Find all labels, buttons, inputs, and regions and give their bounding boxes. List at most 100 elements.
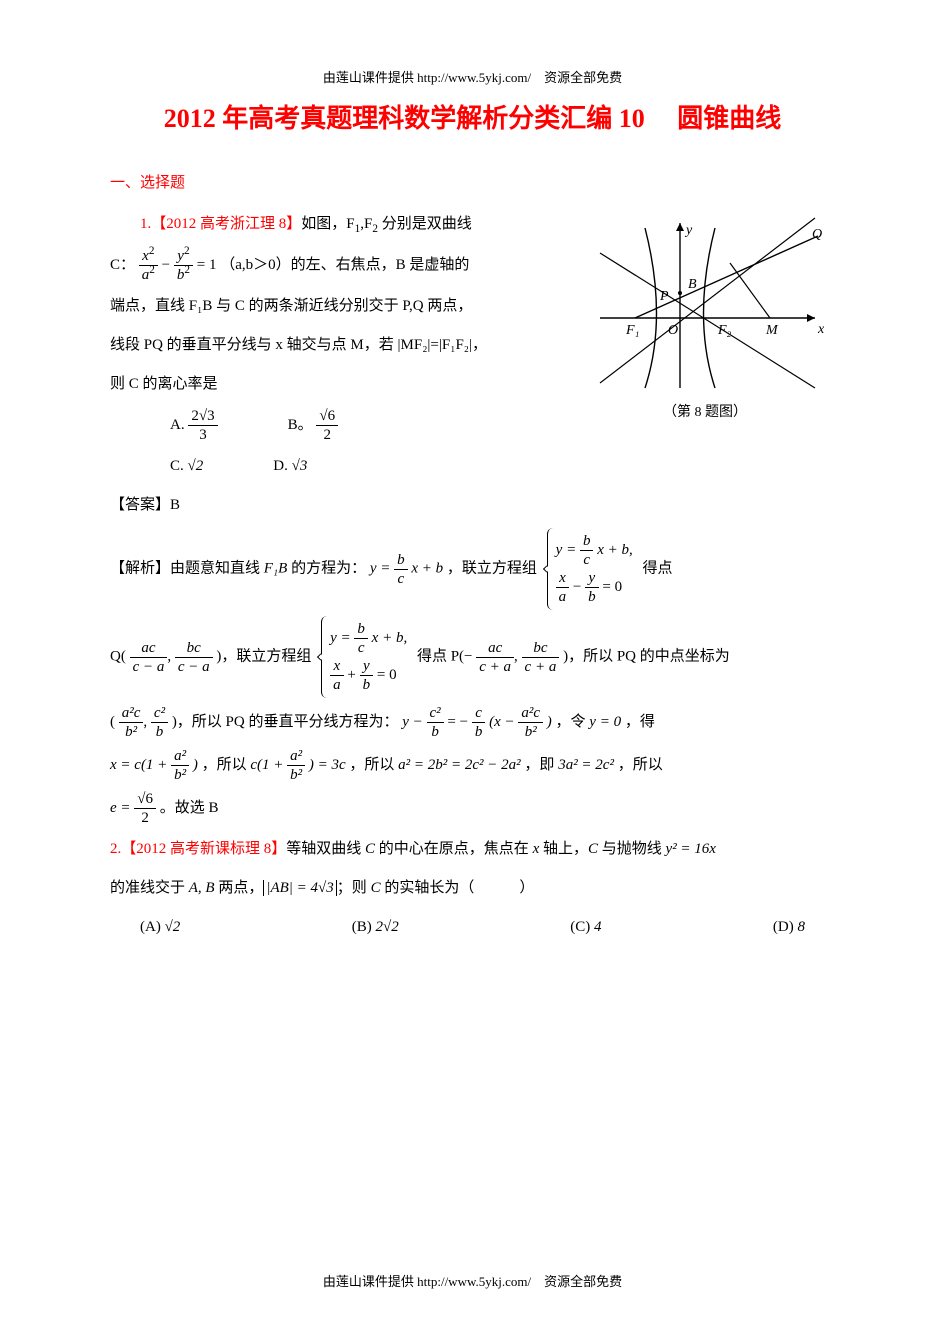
q2C-val: 4 [594,919,602,935]
q2-l2d: 的实轴长为（ ） [381,880,535,896]
q1-sol-p2: Q( acc − a, bcc − a )，联立方程组 y = bc x + b… [110,616,835,698]
q1-sol-p1: 【解析】由题意知直线 F₁B 的方程为： y = b c x + b ，联立方程… [110,528,835,610]
perp-eqm: = − [447,714,468,730]
page: 由莲山课件提供 http://www.5ykj.com/ 资源全部免费 2012… [0,0,945,1337]
br1-eq0: = 0 [602,579,622,595]
fig-label-B: B [688,277,697,292]
br1-yeq: y = [556,542,577,558]
q2-line2: 的准线交于 A, B 两点，|AB| = 4√3；则 C 的实轴长为（ ） [110,872,835,905]
ab-num: a² [171,747,189,766]
sol-so1: ，所以 [202,757,251,773]
py-den: c + a [522,658,560,676]
optB-den: 2 [316,426,338,444]
br2-yeq: y = [330,630,351,646]
perp-b2: b [472,723,486,741]
q1-text-a: 如图，F [301,216,354,232]
px-num: ac [476,639,514,658]
q1-eq-lead: C： [110,257,135,273]
optD-label: D. [273,458,288,474]
close1: ) [193,757,198,773]
sol-bc-num: b [394,551,408,570]
px-den: c + a [476,658,514,676]
q1-option-C: C. √2 [170,450,203,483]
q1-answer: 【答案】B [110,489,835,522]
ab-den2: b² [287,766,305,784]
q2-b4: 与抛物线 [598,841,666,857]
q1-sol-p4: x = c(1 + a²b² ) ，所以 c(1 + a²b² ) = 3c ，… [110,747,835,784]
e-eq: e = [110,800,131,816]
br2-x: x [330,657,344,676]
frac-y2b2: y2 b2 [174,247,193,284]
fig-label-y: y [684,223,693,238]
optA-num: 2√3 [188,407,217,426]
num-y: y [177,248,184,264]
sol-mid1: 的方程为： [291,561,366,577]
my-num: c² [151,704,168,723]
sol-q-lead: Q( [110,649,126,665]
sol-q-mid: )，联立方程组 [216,649,311,665]
br2-xpb: x + b [372,630,404,646]
q2-options: (A) √2 (B) 2√2 (C) 4 (D) 8 [140,911,805,944]
sol-bc-den: c [394,570,408,588]
sol-tail1-end: 得点 [642,561,672,577]
frac-x2a2: x2 a2 [139,247,158,284]
sol-f1b: F₁B [264,561,288,577]
ab-den: b² [171,766,189,784]
sol-p-lead: 得点 P( [417,649,464,665]
eq-one: = 1 [197,257,217,273]
q1-option-A: A. 2√3 3 [170,407,218,444]
c1plus: c(1 + [250,757,283,773]
ab-num2: a² [287,747,305,766]
question-1: y x B P Q F₁ O F₂ M （第 8 题图） 1.【2012 高考浙… [110,208,835,827]
e-num: √6 [134,790,156,809]
qx-den: c − a [130,658,168,676]
sol-yeq: y = [370,561,391,577]
q1-text-b: 分别是双曲线 [382,216,472,232]
optA-den: 3 [188,426,217,444]
optB-label: B。 [288,417,313,433]
q1-option-D: D. √3 [273,450,307,483]
optC-label: C. [170,458,184,474]
br1-c: c [580,551,594,569]
br2-plus: + [347,667,355,683]
sol-brace2: y = bc x + b, xa + yb = 0 [321,616,413,698]
sol-get: ，得 [625,714,655,730]
perp-b22: b² [518,723,543,741]
figure-svg: y x B P Q F₁ O F₂ M [580,208,830,398]
q2-line1: 2.【2012 高考新课标理 8】等轴双曲线 C 的中心在原点，焦点在 x 轴上… [110,833,835,866]
qy-den: c − a [175,658,213,676]
br1-minus: − [573,579,581,595]
br2-y: y [360,657,374,676]
sol-so3: ，即 [524,757,558,773]
sol-lead: 【解析】由题意知直线 [110,561,264,577]
br1-b: b [580,532,594,551]
fig-label-Q: Q [812,227,822,242]
perp-lhs: y − [402,714,423,730]
q2A-val: √2 [165,919,181,935]
br1-x: x [556,569,570,588]
mx-den: b² [119,723,144,741]
perp-close: ) [547,714,552,730]
perp-b: b [427,723,444,741]
a2-eq: a² = 2b² = 2c² − 2a² [398,757,521,773]
q2-C1: C [365,841,375,857]
sol-p-tail: )，所以 PQ 的中点坐标为 [563,649,730,665]
fig-label-O: O [668,323,678,338]
e-den: 2 [134,809,156,827]
sol-mid2: ，联立方程组 [447,561,537,577]
br2-b2: b [360,676,374,694]
q2-C3: C [371,880,381,896]
my-den: b [151,723,168,741]
mid-tail: )，所以 PQ 的垂直平分线方程为： [172,714,399,730]
q2D-val: 8 [797,919,805,935]
br1-y: y [585,569,599,588]
fig-label-P: P [659,289,669,304]
q2-ref: 2.【2012 高考新课标理 8】 [110,841,286,857]
q2-option-B: (B) 2√2 [352,911,399,944]
q2-b2: 的中心在原点，焦点在 [375,841,533,857]
br2-c: c [354,639,368,657]
q1-ref: 1.【2012 高考浙江理 8】 [140,216,301,232]
q2-l2a: 的准线交于 [110,880,189,896]
br1-b2: b [585,588,599,606]
q2B-val: 2√2 [376,919,399,935]
